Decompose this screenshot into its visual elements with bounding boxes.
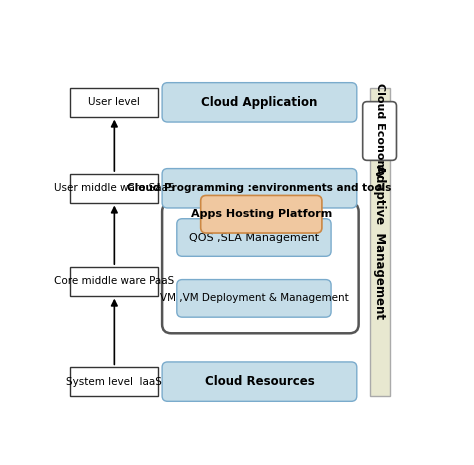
Text: Adaptive  Management: Adaptive Management bbox=[373, 165, 386, 319]
FancyBboxPatch shape bbox=[70, 174, 158, 203]
Text: Cloud Economy: Cloud Economy bbox=[374, 83, 384, 179]
FancyBboxPatch shape bbox=[177, 219, 331, 256]
Text: QOS ,SLA Management: QOS ,SLA Management bbox=[189, 232, 319, 243]
FancyBboxPatch shape bbox=[177, 279, 331, 317]
Text: Cloud Programming :environments and tools: Cloud Programming :environments and tool… bbox=[127, 183, 392, 193]
Text: Cloud Application: Cloud Application bbox=[201, 96, 318, 109]
Text: Apps Hosting Platform: Apps Hosting Platform bbox=[191, 209, 332, 219]
Text: VM ,VM Deployment & Management: VM ,VM Deployment & Management bbox=[160, 293, 348, 303]
FancyBboxPatch shape bbox=[363, 102, 396, 160]
FancyBboxPatch shape bbox=[162, 362, 357, 401]
FancyBboxPatch shape bbox=[201, 195, 322, 233]
FancyBboxPatch shape bbox=[70, 267, 158, 296]
FancyBboxPatch shape bbox=[162, 83, 357, 122]
FancyBboxPatch shape bbox=[162, 169, 357, 208]
FancyBboxPatch shape bbox=[370, 88, 390, 396]
FancyBboxPatch shape bbox=[70, 88, 158, 117]
FancyBboxPatch shape bbox=[70, 367, 158, 396]
Text: System level  IaaS: System level IaaS bbox=[66, 377, 162, 386]
Text: User level: User level bbox=[89, 97, 140, 107]
Text: User middle ware SaaS: User middle ware SaaS bbox=[54, 183, 174, 193]
Text: Cloud Resources: Cloud Resources bbox=[205, 375, 314, 388]
Text: Core middle ware PaaS: Core middle ware PaaS bbox=[54, 276, 174, 286]
